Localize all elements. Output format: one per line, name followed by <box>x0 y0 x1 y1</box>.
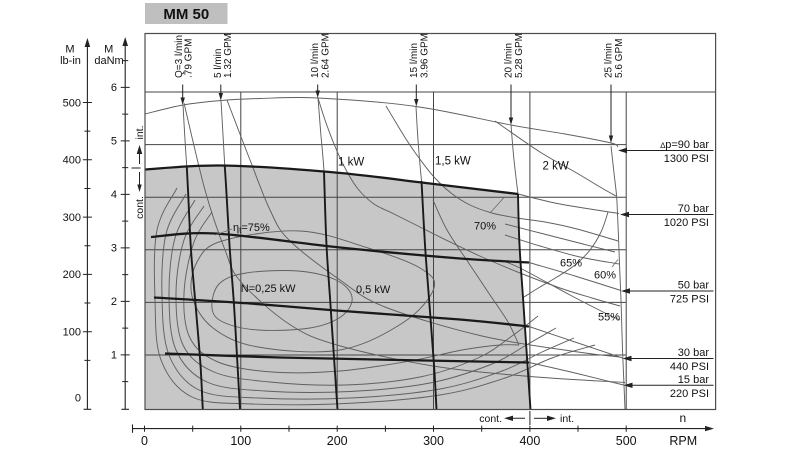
svg-text:70 bar: 70 bar <box>678 203 710 215</box>
svg-text:25 l/min: 25 l/min <box>604 43 615 78</box>
svg-text:N=0,25 kW: N=0,25 kW <box>241 283 296 295</box>
svg-text:ηt=75%: ηt=75% <box>233 222 270 235</box>
svg-text:200: 200 <box>63 269 81 281</box>
svg-text:60%: 60% <box>594 270 616 282</box>
svg-text:1.32 GPM: 1.32 GPM <box>223 33 234 78</box>
svg-text:15 l/min: 15 l/min <box>409 43 420 78</box>
svg-text:55%: 55% <box>598 312 620 324</box>
svg-text:n: n <box>679 411 686 425</box>
svg-text:200: 200 <box>327 434 348 448</box>
svg-text:400: 400 <box>519 434 540 448</box>
svg-text:300: 300 <box>63 212 81 224</box>
svg-text:70%: 70% <box>474 221 496 233</box>
svg-text:300: 300 <box>423 434 444 448</box>
svg-text:440 PSI: 440 PSI <box>670 361 709 373</box>
svg-text:1020 PSI: 1020 PSI <box>664 217 709 229</box>
svg-text:1: 1 <box>111 350 117 362</box>
svg-text:65%: 65% <box>560 258 582 270</box>
svg-text:5: 5 <box>111 136 117 148</box>
svg-text:2.64 GPM: 2.64 GPM <box>320 33 331 78</box>
svg-text:500: 500 <box>616 434 637 448</box>
svg-text:5 l/min: 5 l/min <box>213 49 224 78</box>
svg-text:3: 3 <box>111 243 117 255</box>
svg-text:6: 6 <box>111 82 117 94</box>
svg-text:0: 0 <box>75 393 81 405</box>
svg-text:Q=3 l/min: Q=3 l/min <box>174 35 185 78</box>
svg-text:∆p=90 bar: ∆p=90 bar <box>660 139 709 151</box>
svg-text:400: 400 <box>63 155 81 167</box>
svg-text:10 l/min: 10 l/min <box>310 43 321 78</box>
svg-text:.79 GPM: .79 GPM <box>184 39 195 78</box>
svg-text:lb-in: lb-in <box>60 55 81 67</box>
svg-text:0: 0 <box>141 434 148 448</box>
svg-text:MM 50: MM 50 <box>163 6 209 23</box>
svg-text:2: 2 <box>111 296 117 308</box>
svg-text:int.: int. <box>134 125 146 139</box>
svg-text:0,5 kW: 0,5 kW <box>356 284 391 296</box>
svg-text:4: 4 <box>111 189 117 201</box>
svg-text:M: M <box>104 44 113 56</box>
svg-text:1 kW: 1 kW <box>338 157 364 169</box>
svg-text:20 l/min: 20 l/min <box>504 43 515 78</box>
svg-text:cont.: cont. <box>479 413 502 425</box>
svg-text:int.: int. <box>560 413 574 425</box>
svg-text:M: M <box>65 44 74 56</box>
svg-text:2 kW: 2 kW <box>543 161 569 173</box>
svg-text:50 bar: 50 bar <box>678 280 710 292</box>
svg-text:1,5 kW: 1,5 kW <box>435 156 471 168</box>
svg-text:RPM: RPM <box>669 434 697 448</box>
svg-text:100: 100 <box>230 434 251 448</box>
svg-text:1300 PSI: 1300 PSI <box>664 153 709 165</box>
svg-text:30 bar: 30 bar <box>678 347 710 359</box>
svg-text:725 PSI: 725 PSI <box>670 294 709 306</box>
svg-text:5.28 GPM: 5.28 GPM <box>514 33 525 78</box>
svg-text:500: 500 <box>63 97 81 109</box>
svg-text:daNm: daNm <box>94 55 123 67</box>
svg-text:3.96 GPM: 3.96 GPM <box>419 33 430 78</box>
svg-text:15 bar: 15 bar <box>678 374 710 386</box>
svg-text:100: 100 <box>63 327 81 339</box>
svg-text:5.6 GPM: 5.6 GPM <box>614 39 625 78</box>
svg-text:220 PSI: 220 PSI <box>670 388 709 400</box>
svg-text:cont.: cont. <box>134 196 146 219</box>
